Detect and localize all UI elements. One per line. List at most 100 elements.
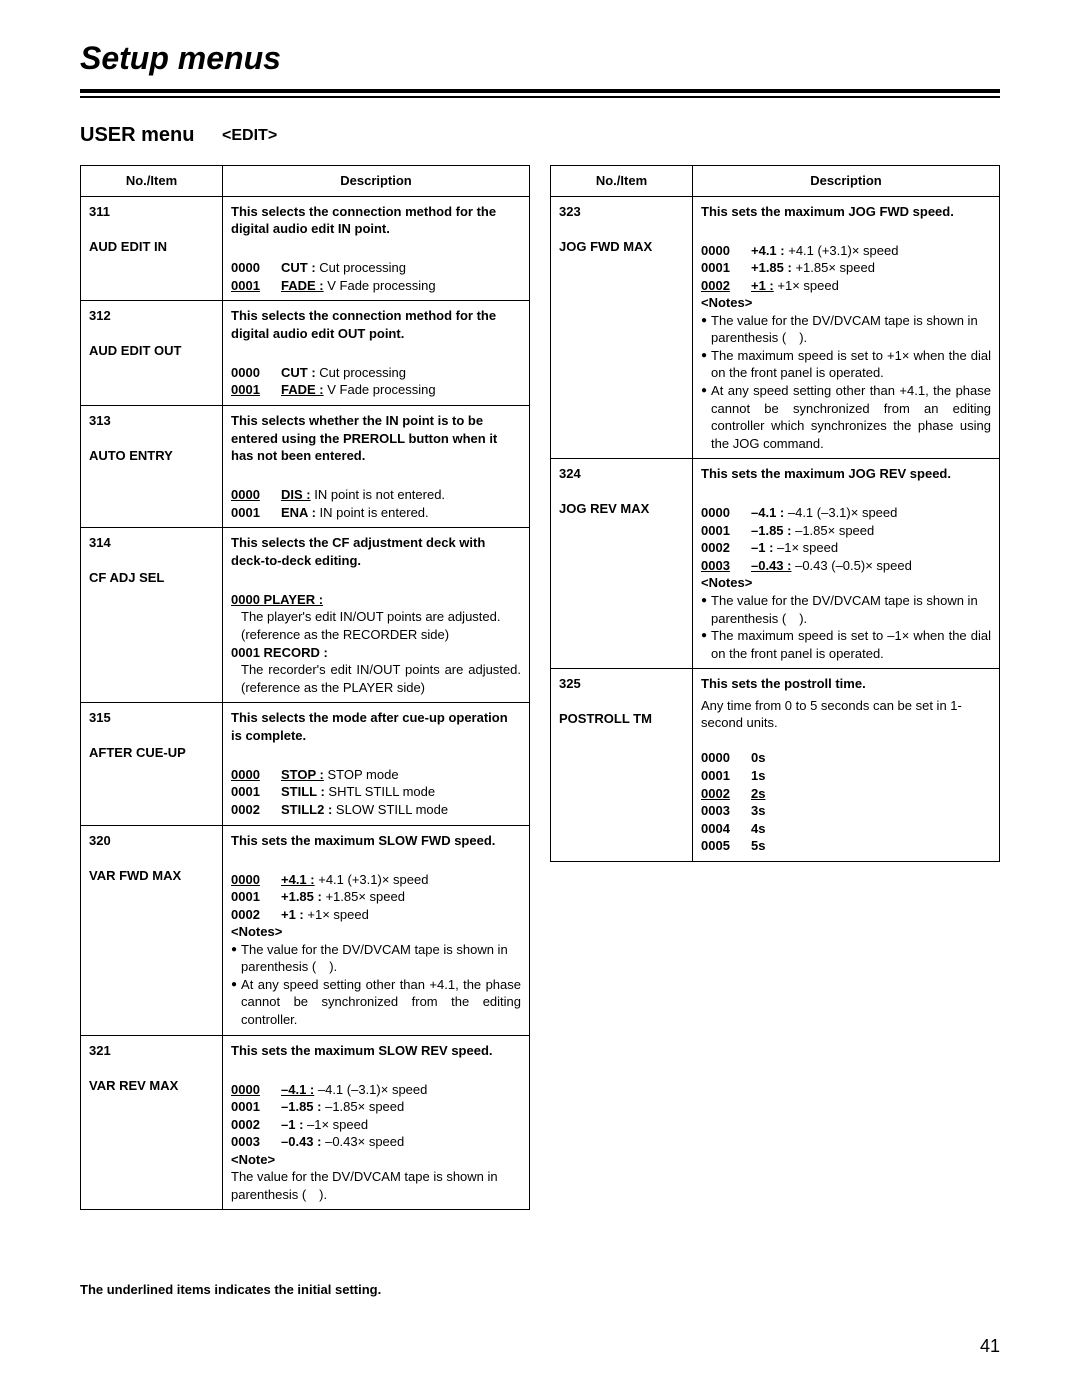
item-name: AFTER CUE-UP [89, 744, 214, 762]
desc-cell: This selects the connection method for t… [223, 301, 530, 406]
item-cell: 315 AFTER CUE-UP [81, 703, 223, 825]
table-row: 321 VAR REV MAX This sets the maximum SL… [81, 1035, 530, 1210]
opt-code: 0000 [231, 364, 271, 382]
item-name: JOG REV MAX [559, 500, 684, 518]
opt-label: FADE : [281, 278, 324, 293]
item-cell: 311 AUD EDIT IN [81, 196, 223, 301]
th-desc: Description [693, 166, 1000, 197]
option: 0001+1.85 : +1.85× speed [701, 259, 991, 277]
item-name: POSTROLL TM [559, 710, 684, 728]
item-cell: 312 AUD EDIT OUT [81, 301, 223, 406]
opt-code: 0001 [231, 1098, 271, 1116]
opt-label: STOP : [281, 767, 324, 782]
item-cell: 320 VAR FWD MAX [81, 825, 223, 1035]
item-cell: 321 VAR REV MAX [81, 1035, 223, 1210]
item-no: 323 [559, 203, 684, 221]
opt-code: 0005 [701, 837, 741, 855]
option: 0000+4.1 : +4.1 (+3.1)× speed [701, 242, 991, 260]
option: 0000–4.1 : –4.1 (–3.1)× speed [701, 504, 991, 522]
note-text: The value for the DV/DVCAM tape is shown… [711, 312, 991, 347]
option: 0002+1 : +1× speed [231, 906, 521, 924]
opt-code: 0001 [231, 504, 271, 522]
opt-text: The player's edit IN/OUT points are adju… [231, 608, 521, 643]
table-row: 325 POSTROLL TM This sets the postroll t… [551, 669, 1000, 861]
option: 00033s [701, 802, 991, 820]
opt-label: FADE : [281, 382, 324, 397]
desc-title: This selects whether the IN point is to … [231, 412, 521, 465]
item-cell: 314 CF ADJ SEL [81, 528, 223, 703]
opt-code: 0000 [231, 766, 271, 784]
th-noitem: No./Item [81, 166, 223, 197]
notes-heading: <Notes> [701, 574, 991, 592]
note: At any speed setting other than +4.1, th… [701, 382, 991, 452]
opt-text: Cut processing [316, 365, 406, 380]
opt-text: The recorder's edit IN/OUT points are ad… [231, 661, 521, 696]
option: 0001ENA : IN point is entered. [231, 504, 521, 522]
note-text: At any speed setting other than +4.1, th… [711, 382, 991, 452]
desc-title: This selects the connection method for t… [231, 307, 521, 342]
opt-text: –1.85× speed [321, 1099, 404, 1114]
opt-text: V Fade processing [324, 382, 436, 397]
item-name: VAR FWD MAX [89, 867, 214, 885]
note: At any speed setting other than +4.1, th… [231, 976, 521, 1029]
opt-text: –1× speed [773, 540, 838, 555]
option: 00055s [701, 837, 991, 855]
opt-label: +1.85 : [751, 260, 792, 275]
subtitle-tag: <EDIT> [222, 127, 277, 144]
note-text: The maximum speed is set to +1× when the… [711, 347, 991, 382]
item-name: VAR REV MAX [89, 1077, 214, 1095]
opt-code: 0000 [231, 486, 271, 504]
table-row: 313 AUTO ENTRY This selects whether the … [81, 406, 530, 528]
opt-label: –0.43 : [281, 1134, 321, 1149]
item-name: CF ADJ SEL [89, 569, 214, 587]
opt-label: CUT : [281, 365, 316, 380]
item-no: 314 [89, 534, 214, 552]
item-cell: 325 POSTROLL TM [551, 669, 693, 861]
option: 0000 STOP : STOP mode [231, 766, 521, 784]
opt-code: 0004 [701, 820, 741, 838]
opt-code: 0001 [231, 381, 271, 399]
opt-text: 1s [751, 767, 765, 785]
opt-text: +1× speed [304, 907, 369, 922]
option: 0001–1.85 : –1.85× speed [231, 1098, 521, 1116]
opt-code: 0001 [231, 888, 271, 906]
option: 0002STILL2 : SLOW STILL mode [231, 801, 521, 819]
desc-cell: This sets the maximum SLOW REV speed. 00… [223, 1035, 530, 1210]
item-name: JOG FWD MAX [559, 238, 684, 256]
opt-text: STOP mode [324, 767, 399, 782]
opt-text: –1× speed [303, 1117, 368, 1132]
title-rule [80, 89, 1000, 98]
desc-cell: This selects the connection method for t… [223, 196, 530, 301]
desc-cell: This sets the maximum JOG FWD speed. 000… [693, 196, 1000, 459]
option: 0003–0.43 : –0.43× speed [231, 1133, 521, 1151]
option: 0001+1.85 : +1.85× speed [231, 888, 521, 906]
option: 0002–1 : –1× speed [701, 539, 991, 557]
table-row: 311 AUD EDIT IN This selects the connect… [81, 196, 530, 301]
option: 00000s [701, 749, 991, 767]
opt-label: DIS : [281, 487, 311, 502]
table-row: 312 AUD EDIT OUT This selects the connec… [81, 301, 530, 406]
option: 0000 DIS : IN point is not entered. [231, 486, 521, 504]
desc-sub: Any time from 0 to 5 seconds can be set … [701, 697, 991, 732]
note-text: At any speed setting other than +4.1, th… [241, 976, 521, 1029]
option: 0003–0.43 : –0.43 (–0.5)× speed [701, 557, 991, 575]
option: 0001 FADE : V Fade processing [231, 381, 521, 399]
desc-title: This sets the maximum SLOW FWD speed. [231, 832, 521, 850]
opt-text: 3s [751, 802, 765, 820]
desc-title: This sets the postroll time. [701, 675, 991, 693]
desc-title: This selects the connection method for t… [231, 203, 521, 238]
item-no: 311 [89, 203, 214, 221]
opt-code: 0002 [231, 1116, 271, 1134]
opt-text: +1.85× speed [322, 889, 405, 904]
note: The maximum speed is set to –1× when the… [701, 627, 991, 662]
opt-code: 0001 [231, 277, 271, 295]
desc-cell: This sets the maximum JOG REV speed. 000… [693, 459, 1000, 669]
item-no: 325 [559, 675, 684, 693]
page-number: 41 [980, 1336, 1000, 1357]
opt-text: +1× speed [774, 278, 839, 293]
opt-code: 0002 [701, 785, 741, 803]
opt-text: IN point is not entered. [311, 487, 445, 502]
footnote: The underlined items indicates the initi… [80, 1282, 381, 1297]
note: The value for the DV/DVCAM tape is shown… [701, 592, 991, 627]
page-title: Setup menus [80, 40, 1000, 77]
